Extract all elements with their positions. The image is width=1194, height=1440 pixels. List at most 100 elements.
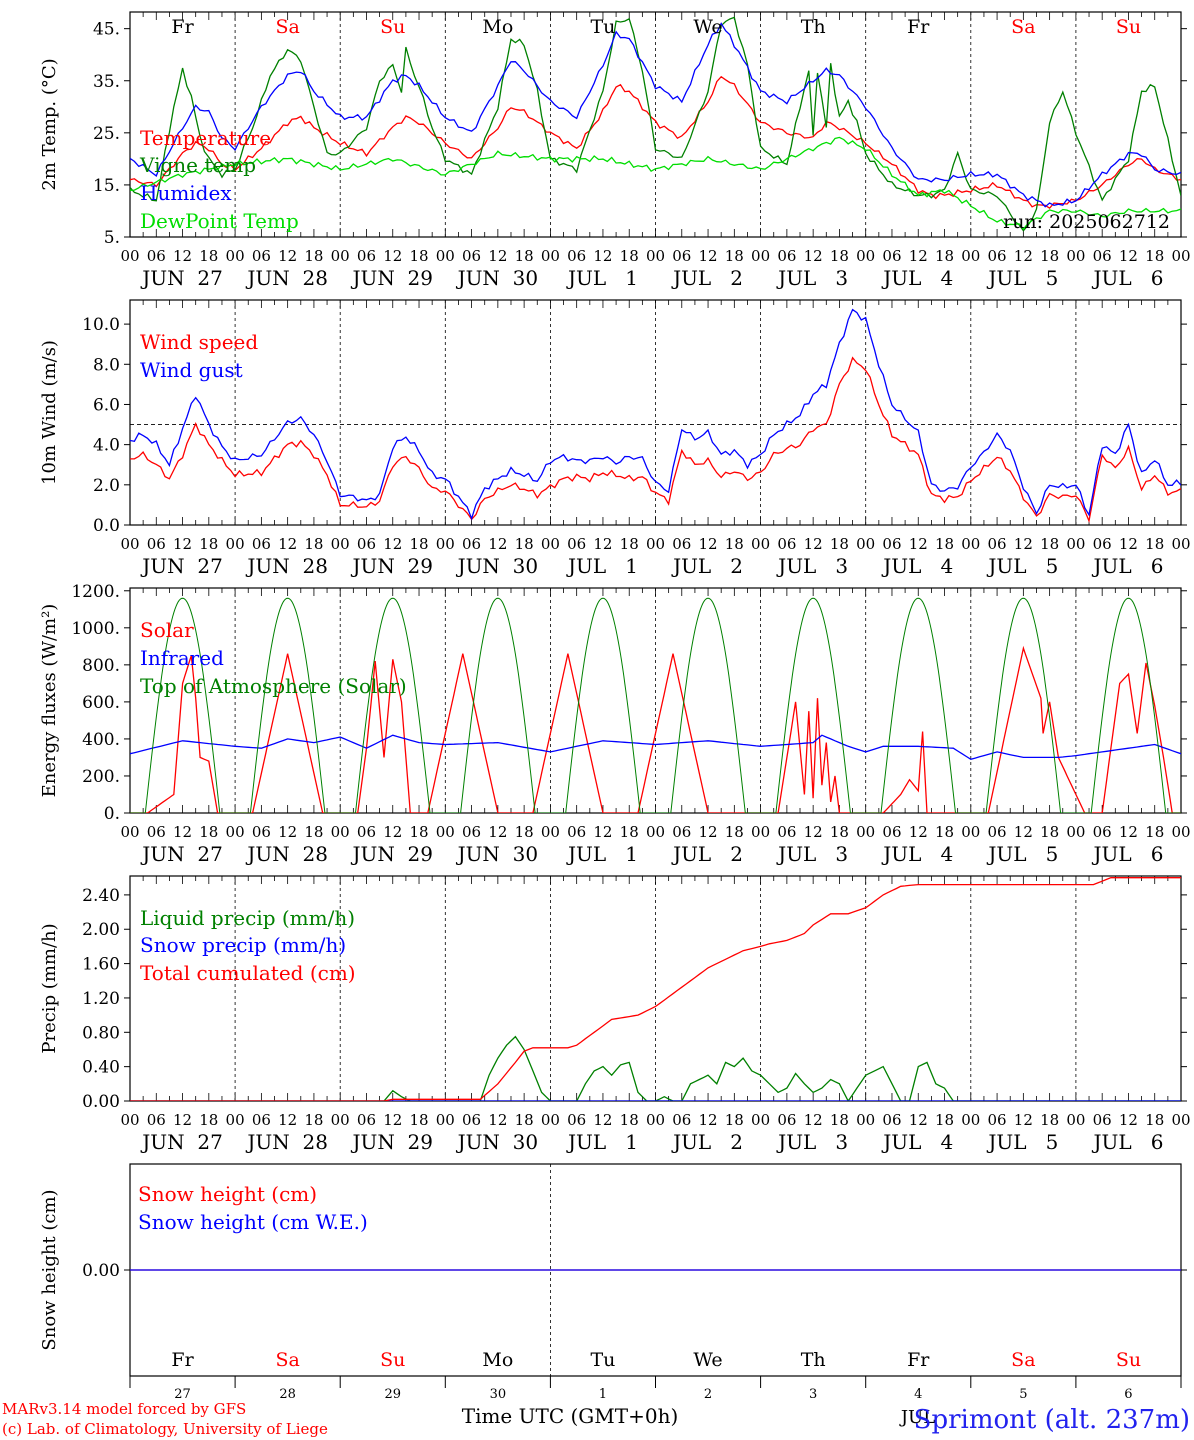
weekday-label: Mo: [482, 16, 513, 38]
weekday-label: Su: [380, 1349, 405, 1371]
series-line-wind-gust: [130, 308, 1181, 521]
hour-tick-label: 06: [462, 1111, 481, 1129]
hour-tick-label: 18: [620, 1111, 639, 1129]
hour-tick-label: 00: [120, 535, 139, 553]
day-number: 5: [1019, 1387, 1027, 1402]
hour-tick-label: 18: [1145, 1111, 1164, 1129]
hour-tick-label: 06: [462, 823, 481, 841]
hour-tick-label: 18: [935, 535, 954, 553]
hour-tick-label: 00: [436, 823, 455, 841]
credit-line-1: MARv3.14 model forced by GFS: [2, 1400, 246, 1418]
hour-tick-label: 06: [357, 823, 376, 841]
hour-tick-label: 18: [830, 247, 849, 265]
hour-tick-label: 06: [777, 1111, 796, 1129]
hour-tick-label: 06: [777, 823, 796, 841]
hour-tick-label: 12: [278, 247, 297, 265]
legend-wind-speed: Wind speed: [140, 330, 258, 354]
hour-tick-label: 00: [120, 823, 139, 841]
hour-tick-label: 12: [699, 247, 718, 265]
hour-tick-label: 12: [488, 535, 507, 553]
date-label: JUL 2: [671, 554, 743, 578]
hour-tick-label: 18: [199, 823, 218, 841]
weekday-label: Tu: [590, 1349, 615, 1371]
hour-tick-label: 12: [173, 247, 192, 265]
hour-tick-label: 06: [252, 535, 271, 553]
hour-tick-label: 00: [961, 535, 980, 553]
hour-tick-label: 06: [672, 1111, 691, 1129]
weekday-label: Su: [1116, 16, 1141, 38]
hour-tick-label: 00: [541, 1111, 560, 1129]
hour-tick-label: 12: [173, 823, 192, 841]
y-axis-label: Precip (mm/h): [39, 923, 60, 1053]
series-group: [130, 877, 1181, 1101]
hour-tick-label: 12: [699, 535, 718, 553]
date-label: JUN 29: [350, 842, 433, 866]
hour-tick-label: 00: [646, 535, 665, 553]
hour-tick-label: 18: [1040, 535, 1059, 553]
hour-tick-label: 12: [593, 1111, 612, 1129]
y-axis-label: 2m Temp. (°C): [39, 58, 60, 190]
date-label: JUL 2: [671, 266, 743, 290]
legend-temperature: Temperature: [140, 126, 271, 150]
hour-tick-label: 18: [199, 1111, 218, 1129]
hour-tick-label: 00: [1171, 823, 1190, 841]
y-tick-label: 0.80: [82, 1023, 120, 1043]
plot-frame: [129, 299, 1182, 526]
legend-toa-solar: Top of Atmosphere (Solar): [140, 674, 407, 698]
hour-tick-label: 00: [1066, 1111, 1085, 1129]
hour-tick-label: 06: [357, 247, 376, 265]
hour-tick-label: 12: [804, 1111, 823, 1129]
hour-tick-label: 00: [541, 535, 560, 553]
hour-tick-label: 18: [935, 823, 954, 841]
hour-tick-label: 06: [672, 247, 691, 265]
date-label: JUL 2: [671, 1130, 743, 1154]
hour-tick-label: 12: [909, 823, 928, 841]
hour-tick-label: 06: [988, 823, 1007, 841]
hour-tick-label: 12: [699, 1111, 718, 1129]
date-label: JUL 6: [1091, 554, 1163, 578]
panel-5: 0.00 Snow height (cm) Fr 27 Sa 28 Su 29 Mo 30 Tu 1 W…: [39, 1163, 1187, 1402]
y-tick-label: 8.0: [93, 355, 120, 375]
series-line-total-cumulated-cm: [130, 877, 1181, 1101]
hour-tick-label: 00: [436, 535, 455, 553]
legend-snow-height: Snow height (cm): [138, 1182, 317, 1206]
credit-line-2: (c) Lab. of Climatology, University of L…: [2, 1420, 328, 1438]
hour-tick-label: 00: [1171, 535, 1190, 553]
legend-humidex: Humidex: [140, 181, 232, 205]
hour-tick-label: 12: [278, 823, 297, 841]
hour-tick-label: 12: [804, 823, 823, 841]
hour-tick-label: 12: [383, 247, 402, 265]
weekday-label: Sa: [275, 16, 299, 38]
y-tick-label: 0.00: [82, 1261, 120, 1281]
date-label: JUL 6: [1091, 1130, 1163, 1154]
date-label: JUL 3: [776, 1130, 848, 1154]
hour-tick-label: 18: [830, 823, 849, 841]
hour-tick-label: 12: [173, 535, 192, 553]
hour-tick-label: 06: [567, 247, 586, 265]
hour-tick-label: 06: [252, 1111, 271, 1129]
date-label: JUL 1: [566, 842, 638, 866]
hour-tick-label: 00: [331, 247, 350, 265]
y-tick-label: 400.: [82, 730, 120, 750]
series-line-dewpoint-temp: [130, 136, 1181, 231]
weekday-label: Tu: [590, 16, 615, 38]
hour-tick-label: 00: [751, 823, 770, 841]
panel-2: 0.0 2.0 4.0 6.0 8.0 10.0 10m Wind (m/s) 00 06 12 1…: [39, 299, 1191, 578]
day-number: 28: [279, 1387, 296, 1402]
month-label: JUL: [899, 1407, 935, 1428]
hour-tick-label: 06: [988, 247, 1007, 265]
hour-tick-label: 06: [882, 247, 901, 265]
hour-tick-label: 18: [1145, 247, 1164, 265]
date-label: JUL 3: [776, 266, 848, 290]
hour-tick-label: 12: [1119, 1111, 1138, 1129]
station-name: Sprimont (alt. 237m): [914, 1405, 1190, 1435]
series-line-infrared: [130, 734, 1181, 761]
weekday-label: Fr: [907, 1349, 930, 1371]
hour-tick-label: 18: [199, 247, 218, 265]
y-tick-label: 1000.: [71, 619, 120, 639]
weekday-label: Sa: [1011, 16, 1035, 38]
hour-tick-label: 12: [909, 247, 928, 265]
hour-tick-label: 12: [1014, 535, 1033, 553]
y-tick-label: 1200.: [71, 582, 120, 602]
weekday-label: Mo: [482, 1349, 513, 1371]
